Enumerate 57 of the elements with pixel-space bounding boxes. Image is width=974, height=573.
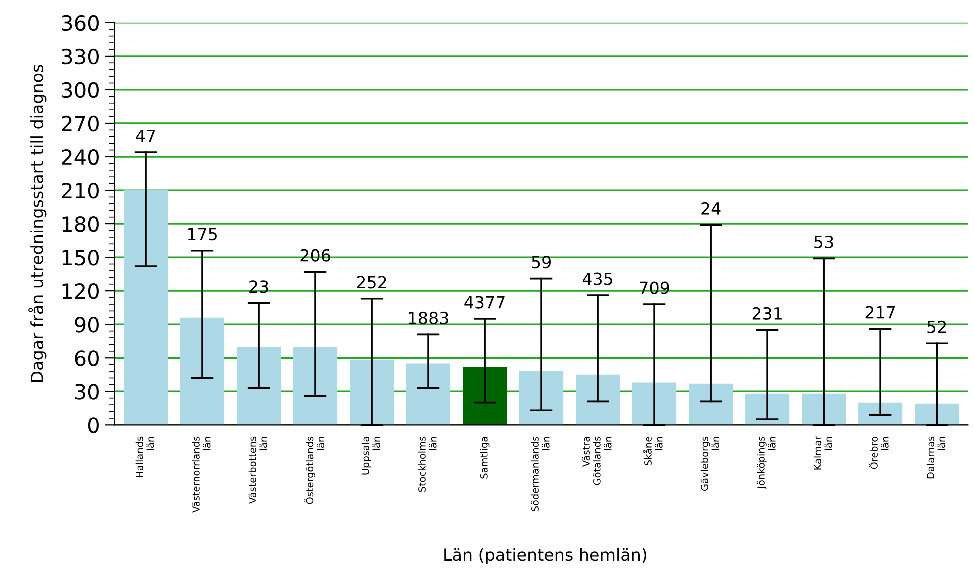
y-tick-label: 240	[62, 149, 99, 166]
annotation: 4377	[464, 296, 505, 309]
bar	[689, 384, 734, 426]
bar	[858, 402, 903, 426]
x-tick-label: Kalmar län	[814, 436, 832, 470]
y-tick-label: 30	[75, 384, 99, 400]
annotation: 23	[250, 280, 268, 294]
bar	[124, 190, 168, 426]
y-tick-label: 330	[62, 48, 99, 65]
y-axis-title: Dagar från utredningsstart till diagnos	[28, 65, 47, 382]
x-tick-label: Östergötlands län	[304, 436, 325, 504]
x-tick-label: Västra Götalands län	[582, 436, 612, 486]
bar	[463, 367, 508, 426]
x-tick-label: Örebro län	[868, 436, 889, 470]
x-tick-label: Samtliga	[480, 437, 490, 479]
annotation: 217	[866, 306, 896, 319]
x-tick-label: Dalarnas län	[926, 436, 946, 479]
annotation: 24	[702, 202, 721, 215]
x-tick-label: Södermanlands län	[531, 436, 550, 512]
y-tick-label: 60	[75, 350, 99, 366]
bar	[632, 382, 677, 426]
bar	[576, 374, 620, 426]
bar	[350, 360, 394, 426]
x-tick-label: Västernorrlands län	[192, 436, 211, 513]
annotation: 1883	[409, 312, 448, 324]
x-tick-label: Gävleborgs län	[700, 436, 720, 491]
x-tick-label: Stockholms län	[418, 436, 437, 492]
bar	[236, 346, 282, 426]
x-tick-label: Västerbottens län	[248, 436, 268, 504]
y-tick-label: 300	[62, 82, 99, 98]
bar	[406, 364, 451, 426]
bar	[180, 318, 225, 426]
annotation: 59	[532, 256, 551, 269]
annotation: 175	[188, 228, 217, 241]
bar	[746, 394, 790, 426]
y-tick-label: 210	[62, 182, 99, 199]
bar	[520, 372, 564, 426]
annotation: 47	[136, 130, 156, 142]
bar	[802, 394, 846, 426]
x-tick-label: Skåne län	[643, 436, 663, 466]
y-tick-label: 0	[88, 418, 99, 434]
bar	[293, 346, 338, 426]
annotation: 53	[814, 236, 834, 249]
x-tick-label: Hallands län	[136, 436, 154, 478]
x-axis-title: Län (patientens hemlän)	[444, 548, 646, 564]
y-tick-label: 270	[62, 116, 99, 132]
x-tick-label: Uppsala län	[362, 437, 380, 475]
x-tick-label: Jönköpings län	[757, 436, 776, 490]
y-tick-label: 360	[62, 15, 99, 32]
y-tick-label: 180	[62, 216, 99, 232]
annotation: 435	[582, 272, 612, 286]
annotation: 231	[752, 307, 782, 320]
y-tick-label: 150	[62, 250, 99, 266]
y-tick-label: 90	[75, 317, 99, 333]
bar	[915, 404, 960, 426]
annotation: 252	[357, 276, 386, 289]
y-tick-label: 120	[62, 284, 99, 300]
